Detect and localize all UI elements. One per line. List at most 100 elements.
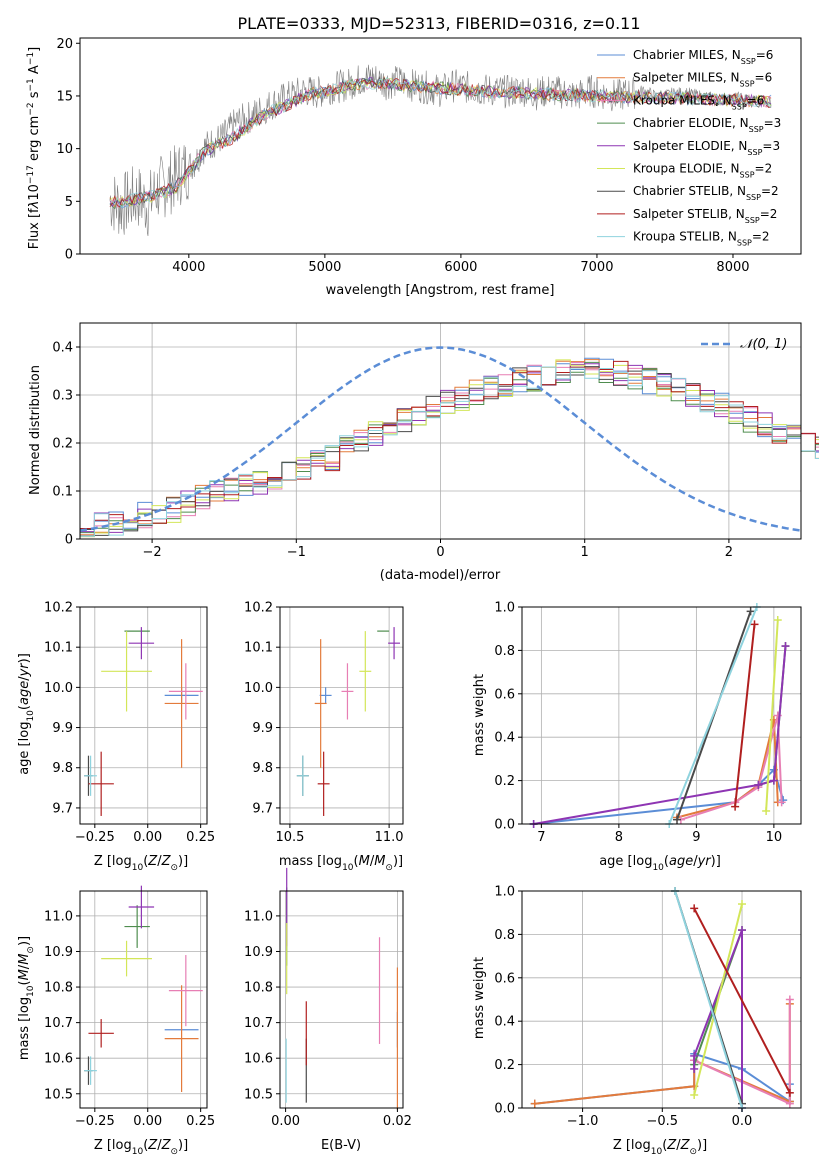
x-tick-label: 0.00 (133, 830, 162, 845)
y-tick-label: 10.6 (244, 1052, 273, 1067)
spectrum-xlabel: wavelength [Angstrom, rest frame] (326, 283, 555, 298)
y-tick-label: 10.1 (44, 641, 73, 656)
age-z-ylabel: age [log10(age/yr)] (17, 653, 36, 775)
y-tick-label: 10.2 (44, 601, 73, 616)
spectrum-plot-area: 4000 5000 6000 7000 8000 0 5 10 15 20 (56, 37, 802, 275)
legend-subscript: SSP (732, 102, 747, 111)
x-tick-label: 1 (581, 545, 589, 560)
weight-line (693, 903, 743, 1096)
x-tick-label: 0.25 (186, 1114, 215, 1129)
legend-subscript: SSP (740, 79, 755, 88)
x-tick-label: 11.0 (375, 830, 404, 845)
x-tick-label: −0.25 (75, 830, 115, 845)
mass-z-ylabel: mass [log10(M/M⊙)] (17, 936, 36, 1060)
legend-label: Chabrier MILES, NSSP=6 (633, 48, 773, 66)
y-tick-label: 10.8 (44, 981, 73, 996)
residual-histogram-series (80, 362, 819, 538)
weight-line (693, 907, 791, 1094)
y-tick-label: 0.8 (494, 928, 515, 943)
y-tick-label: 0.2 (494, 774, 515, 789)
y-tick-label: 0.4 (52, 341, 73, 356)
y-tick-label: 0.8 (494, 644, 515, 659)
legend-label: Kroupa ELODIE, NSSP=2 (633, 162, 772, 180)
axes-frame (79, 606, 208, 825)
mass-vs-metallicity-panel: −0.25 0.00 0.25 10.5 10.6 10.7 10.8 10.9 11.0 (44, 885, 215, 1129)
spectrum-panel: 4000 5000 6000 7000 8000 0 5 10 15 20 wavelength … (26, 37, 802, 298)
x-tick-label: −0.5 (647, 1114, 679, 1129)
mass-z-xlabel: Z [log10(Z/Z⊙)] (94, 1138, 188, 1157)
y-tick-label: 11.0 (244, 909, 273, 924)
weight-line (533, 646, 787, 825)
age-mass-xlabel: mass [log10(M/M⊙)] (279, 854, 403, 873)
legend-value: =2 (752, 230, 770, 244)
age-vs-mass-panel: 10.5 11.0 9.7 9.8 9.9 10.0 10.1 10.2 (244, 601, 404, 846)
residual-histogram-series (80, 357, 819, 537)
axes-frame (279, 606, 404, 825)
y-tick-label: 10.9 (244, 945, 273, 960)
axes-frame (79, 37, 802, 255)
legend-subscript: SSP (747, 147, 762, 156)
y-tick-label: 10.8 (244, 981, 273, 996)
y-tick-label: 10 (56, 142, 73, 157)
x-tick-label: 0.0 (732, 1114, 753, 1129)
y-tick-label: 0.1 (52, 485, 73, 500)
residual-histogram-series (80, 359, 819, 538)
legend-label: Salpeter ELODIE, NSSP=3 (633, 139, 780, 157)
x-tick-label: 9 (692, 830, 700, 845)
y-tick-label: 0.4 (494, 1015, 515, 1030)
y-tick-label: 10.5 (44, 1087, 73, 1102)
x-tick-label: 8 (615, 830, 623, 845)
x-tick-label: −2 (143, 545, 162, 560)
weight-z-xlabel: Z [log10(Z/Z⊙)] (613, 1138, 707, 1157)
x-tick-label: 0.00 (133, 1114, 162, 1129)
x-tick-label: 5000 (308, 260, 341, 275)
y-tick-label: 10.0 (244, 681, 273, 696)
x-tick-label: 4000 (172, 260, 205, 275)
legend-subscript: SSP (746, 193, 761, 202)
y-tick-label: 10.7 (244, 1016, 273, 1031)
y-tick-label: 1.0 (494, 601, 515, 616)
weight-z-ylabel: mass weight (472, 957, 487, 1039)
x-tick-label: 0.00 (271, 1114, 300, 1129)
x-tick-label: 0.25 (186, 830, 215, 845)
age-z-xlabel: Z [log10(Z/Z⊙)] (94, 854, 188, 873)
weight-line (693, 929, 743, 1108)
y-tick-label: 9.7 (252, 801, 273, 816)
weight-line (533, 767, 785, 825)
legend-value: =6 (755, 71, 773, 85)
legend-subscript: SSP (741, 57, 756, 66)
legend-value: =3 (762, 139, 780, 153)
residuals-panel: −2 −1 0 1 200.10.20.30.4 (data-model)/error … (28, 322, 819, 583)
residual-histogram-series (80, 366, 819, 537)
axes-frame (279, 890, 404, 1109)
spectrum-model-line (109, 75, 772, 206)
weight-line (734, 624, 756, 807)
y-tick-label: 10.0 (44, 681, 73, 696)
y-tick-label: 1.0 (494, 885, 515, 900)
y-tick-label: 0.4 (494, 731, 515, 746)
x-tick-label: 8000 (716, 260, 749, 275)
legend-label: Kroupa MILES, NSSP=6 (633, 93, 764, 111)
y-tick-label: 0.0 (494, 1102, 515, 1117)
axes-frame (521, 890, 802, 1109)
legend-value: =3 (764, 116, 782, 130)
legend-subscript: SSP (740, 170, 755, 179)
spectrum-model-line (109, 76, 772, 209)
y-tick-label: 0.6 (494, 971, 515, 986)
residuals-ylabel: Normed distribution (28, 365, 43, 495)
x-tick-label: 7000 (580, 260, 613, 275)
spectrum-ylabel: Flux [fλ10−17 erg cm−2 s−1 A−1] (26, 47, 42, 249)
legend-subscript: SSP (745, 215, 760, 224)
x-tick-label: −0.25 (75, 1114, 115, 1129)
y-tick-label: 9.9 (252, 721, 273, 736)
legend-label: Chabrier STELIB, NSSP=2 (633, 184, 779, 202)
y-tick-label: 0.3 (52, 389, 73, 404)
y-tick-label: 10.2 (244, 601, 273, 616)
y-tick-label: 0.2 (494, 1058, 515, 1073)
x-tick-label: 2 (725, 545, 733, 560)
y-tick-label: 0.0 (494, 818, 515, 833)
x-tick-label: 0 (436, 545, 444, 560)
y-tick-label: 0.6 (494, 687, 515, 702)
legend-value: =2 (760, 207, 778, 221)
y-tick-label: 11.0 (44, 909, 73, 924)
